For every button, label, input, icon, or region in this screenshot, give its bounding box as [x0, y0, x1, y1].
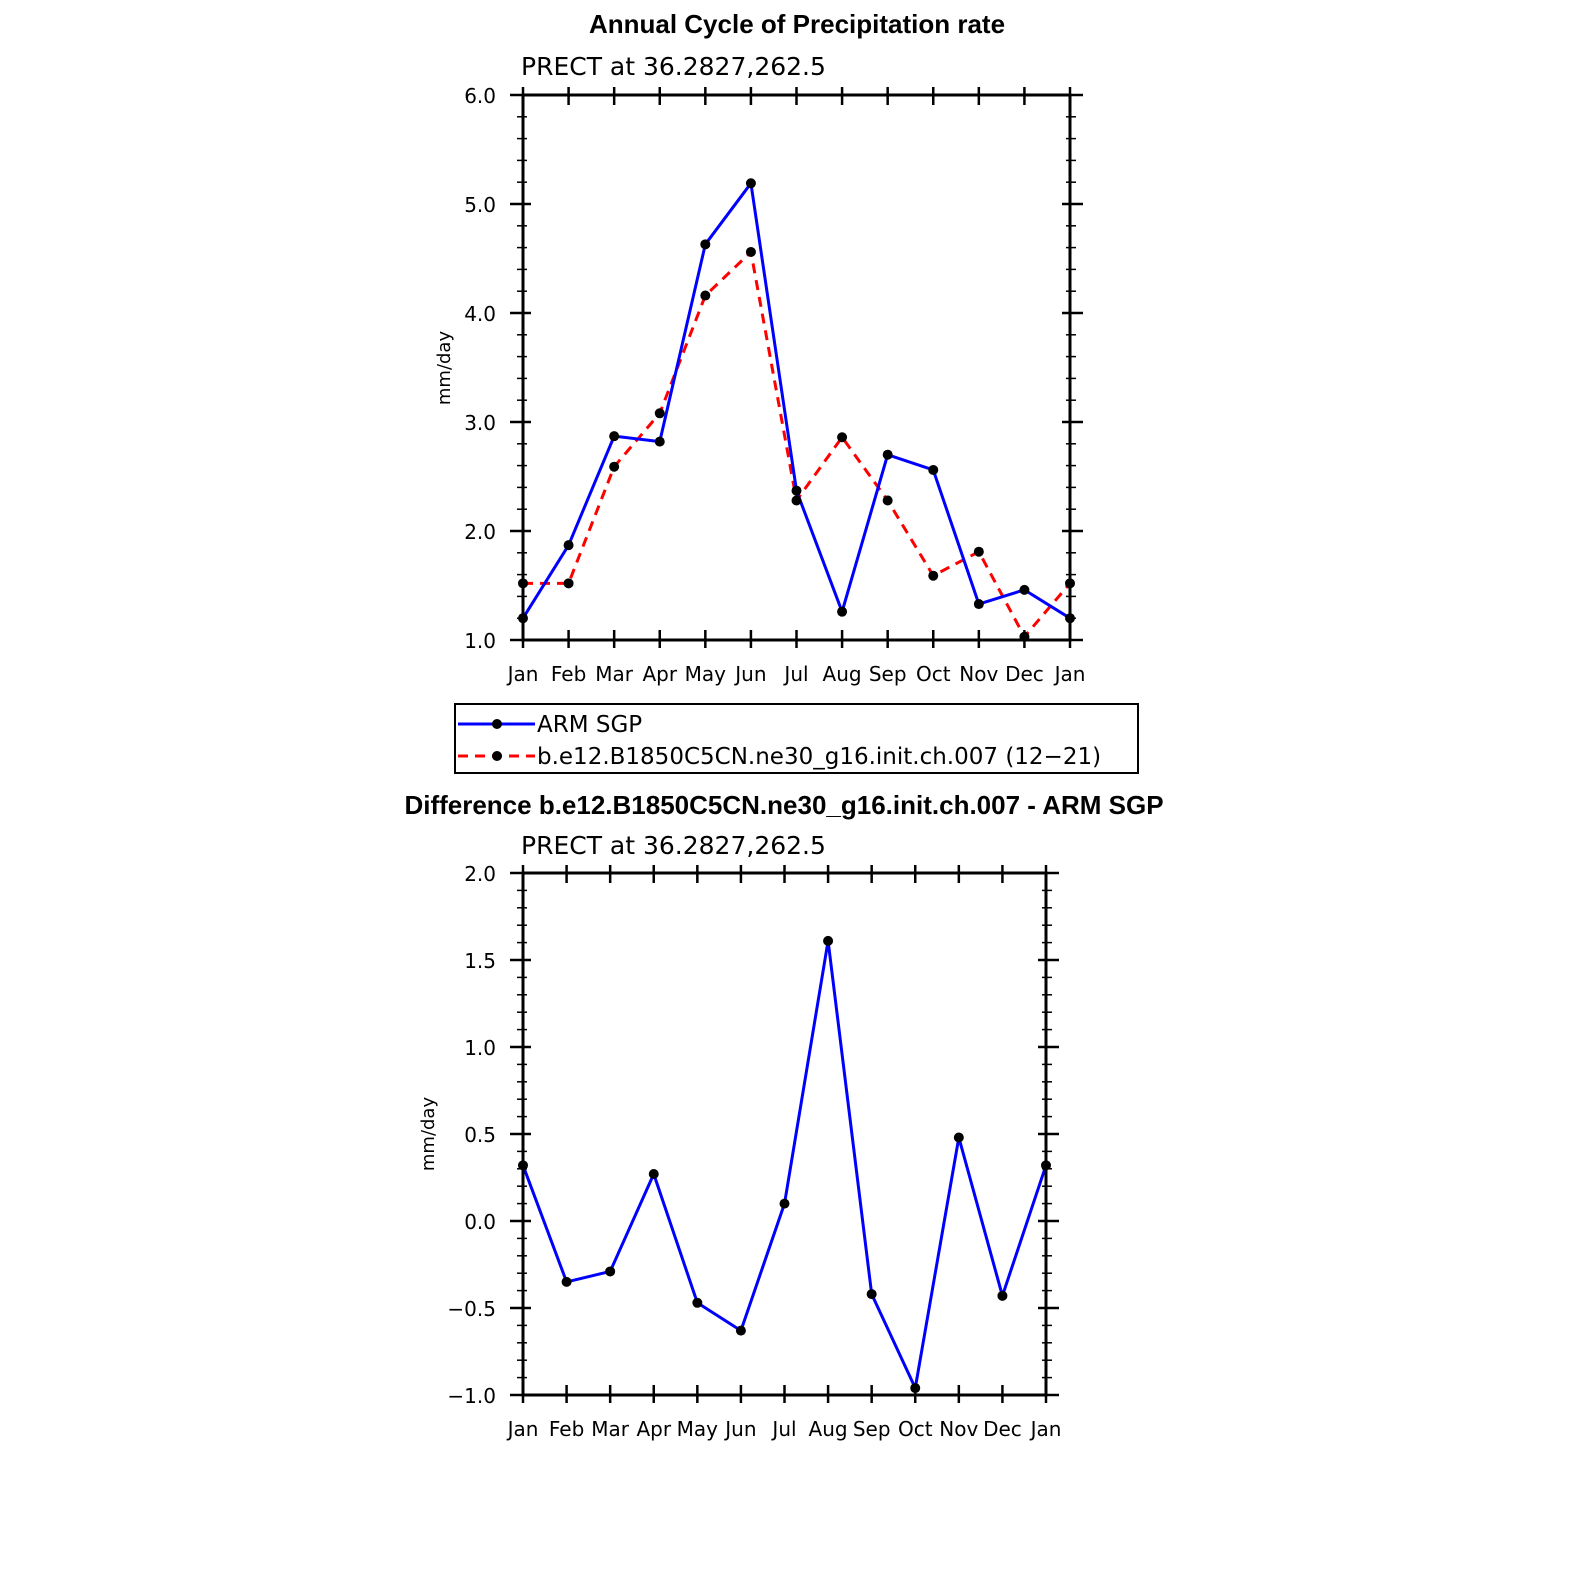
legend-label-model: b.e12.B1850C5CN.ne30_g16.init.ch.007 (12…: [537, 744, 1101, 770]
top-series-0-point: [745, 178, 756, 189]
bottom-x-tick-label: Feb: [549, 1417, 584, 1441]
top-series-0-point: [609, 431, 620, 442]
top-series-0-point: [973, 599, 984, 610]
bottom-series-0-point: [735, 1325, 746, 1336]
top-series-1-point: [882, 495, 893, 506]
bottom-x-tick-label: Nov: [939, 1417, 978, 1441]
top-series-1-point: [928, 570, 939, 581]
top-plot-area: Jan Feb Mar Apr May Jun Jul Aug Sep Oct Nov Dec Jan 1…: [464, 84, 1085, 686]
legend-marker-arm-sgp: [492, 719, 502, 729]
top-x-tick-label: Aug: [823, 662, 862, 686]
top-x-tick-label: Feb: [551, 662, 586, 686]
bottom-y-tick-label: 1.5: [464, 949, 496, 973]
top-y-tick-label: 1.0: [464, 629, 496, 653]
bottom-x-tick-label: Jan: [1029, 1417, 1062, 1441]
legend: ARM SGP b.e12.B1850C5CN.ne30_g16.init.ch…: [454, 703, 1139, 774]
bottom-y-tick-label: 0.5: [464, 1123, 496, 1147]
bottom-series-0-point: [779, 1198, 790, 1209]
bottom-plot-area: Jan Feb Mar Apr May Jun Jul Aug Sep Oct Nov Dec Jan−…: [447, 862, 1061, 1441]
top-chart-title: Annual Cycle of Precipitation rate: [589, 9, 1005, 39]
top-series-0-point: [1019, 584, 1030, 595]
bottom-series-0-point: [648, 1169, 659, 1180]
bottom-plot-frame: [521, 871, 1048, 1397]
bottom-x-tick-label: Sep: [853, 1417, 891, 1441]
top-x-tick-label: Nov: [959, 662, 998, 686]
top-y-tick-label: 5.0: [464, 193, 496, 217]
top-x-tick-label: Dec: [1005, 662, 1044, 686]
bottom-series-0-point: [692, 1297, 703, 1308]
bottom-x-tick-label: Apr: [636, 1417, 671, 1441]
top-series-1-point: [837, 432, 848, 443]
top-ticks-layer: Jan Feb Mar Apr May Jun Jul Aug Sep Oct Nov Dec Jan 1…: [464, 84, 1085, 686]
top-series-0-point: [563, 540, 574, 551]
bottom-y-axis-label: mm/day: [418, 1097, 439, 1172]
top-series-1-point: [973, 546, 984, 557]
bottom-x-tick-label: Jul: [770, 1417, 796, 1441]
top-series-0-point: [791, 485, 802, 496]
bottom-x-tick-label: Jan: [506, 1417, 539, 1441]
bottom-series-0-point: [605, 1266, 616, 1277]
bottom-y-tick-label: 2.0: [464, 862, 496, 886]
top-series-0-point: [837, 606, 848, 617]
bottom-y-tick-label: 1.0: [464, 1036, 496, 1060]
top-chart-subtitle: PRECT at 36.2827,262.5: [521, 52, 826, 81]
bottom-series-0-point: [997, 1290, 1008, 1301]
bottom-x-tick-label: Jun: [723, 1417, 756, 1441]
bottom-y-tick-label: 0.0: [464, 1210, 496, 1234]
bottom-series-layer: [518, 935, 1051, 1394]
bottom-series-0-point: [823, 935, 834, 946]
bottom-y-tick-label: −0.5: [447, 1297, 496, 1321]
top-series-layer: [518, 178, 1075, 642]
top-series-1-point: [654, 408, 665, 419]
bottom-chart-title: Difference b.e12.B1850C5CN.ne30_g16.init…: [404, 790, 1163, 820]
top-x-tick-label: Jun: [733, 662, 766, 686]
top-series-0-point: [654, 436, 665, 447]
top-series-0-point: [928, 464, 939, 475]
legend-box: [454, 703, 1139, 774]
top-series-line-1: [523, 250, 1072, 639]
top-series-0-point: [700, 239, 711, 250]
bottom-series-line-0: [521, 939, 1048, 1390]
top-y-tick-label: 2.0: [464, 520, 496, 544]
bottom-x-tick-label: Aug: [809, 1417, 848, 1441]
bottom-series-0-point: [561, 1276, 572, 1287]
top-x-tick-label: Jan: [506, 662, 539, 686]
bottom-series-0-point: [866, 1289, 877, 1300]
top-x-tick-label: Oct: [916, 662, 951, 686]
top-series-1-point: [791, 495, 802, 506]
top-x-tick-label: Apr: [642, 662, 677, 686]
bottom-x-tick-label: Oct: [898, 1417, 933, 1441]
top-series-1-point: [700, 290, 711, 301]
legend-label-arm-sgp: ARM SGP: [537, 712, 642, 738]
bottom-x-tick-label: May: [677, 1417, 719, 1441]
bottom-series-0-point: [953, 1132, 964, 1143]
top-y-axis-label: mm/day: [434, 331, 455, 406]
top-x-tick-label: May: [685, 662, 727, 686]
top-y-tick-label: 3.0: [464, 411, 496, 435]
top-x-tick-label: Sep: [869, 662, 907, 686]
top-series-1-point: [609, 461, 620, 472]
top-series-line-0: [521, 181, 1071, 620]
top-series-0-point: [882, 449, 893, 460]
bottom-y-tick-label: −1.0: [447, 1384, 496, 1408]
bottom-x-tick-label: Mar: [591, 1417, 630, 1441]
legend-marker-model: [492, 751, 502, 761]
top-series-1-point: [745, 246, 756, 257]
top-y-tick-label: 4.0: [464, 302, 496, 326]
bottom-ticks-layer: Jan Feb Mar Apr May Jun Jul Aug Sep Oct Nov Dec Jan−…: [447, 862, 1061, 1441]
top-series-1-point: [563, 578, 574, 589]
top-y-tick-label: 6.0: [464, 84, 496, 108]
top-x-tick-label: Mar: [595, 662, 634, 686]
top-x-tick-label: Jan: [1053, 662, 1086, 686]
top-plot-frame: [521, 93, 1072, 642]
top-x-tick-label: Jul: [782, 662, 808, 686]
bottom-chart-subtitle: PRECT at 36.2827,262.5: [521, 831, 826, 860]
bottom-x-tick-label: Dec: [983, 1417, 1022, 1441]
